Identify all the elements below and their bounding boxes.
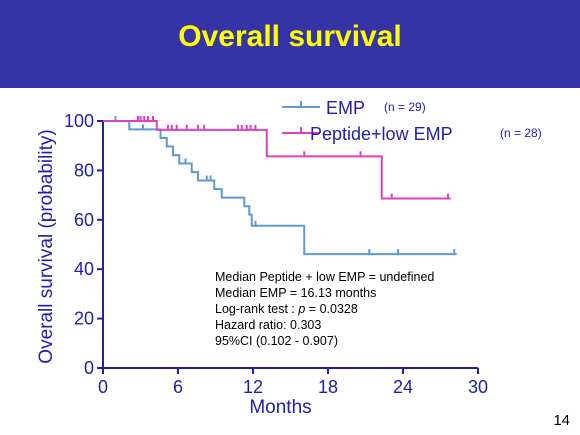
log-rank-prefix: Log-rank test : [215, 302, 299, 316]
median-emp-text: Median EMP = 16.13 months [215, 286, 377, 300]
legend-label: Peptide+low EMP [310, 124, 453, 144]
legend-n-label: (n = 28) [500, 126, 542, 140]
legend-item-2: Peptide+low EMP (n = 28) [282, 124, 542, 144]
y-tick-label: 60 [74, 210, 94, 230]
survival-curve [103, 120, 457, 256]
series-1 [103, 116, 457, 256]
y-axis-title: Overall survival (probability) [36, 129, 57, 363]
legend-n-label: (n = 29) [384, 100, 426, 114]
y-tick-label: 20 [74, 309, 94, 329]
legend-label: EMP [326, 98, 365, 118]
log-rank-text: Log-rank test : p = 0.0328 [215, 301, 434, 317]
survival-chart: 0 6 12 18 24 30 0 20 40 60 80 100 Months Overall surv… [36, 98, 542, 418]
p-symbol: p [298, 302, 306, 316]
median-peptide-text: Median Peptide + low EMP = undefined [215, 270, 435, 284]
x-tick-label: 6 [173, 377, 183, 397]
x-tick-label: 0 [98, 377, 108, 397]
slide-title: Overall survival [178, 20, 402, 53]
statistics-box: Median Peptide + low EMP = undefined Med… [215, 269, 434, 349]
series-2 [103, 116, 451, 200]
y-tick-label: 100 [64, 111, 94, 131]
page-number: 14 [553, 412, 570, 429]
title-banner [0, 0, 580, 88]
x-axis-title: Months [249, 397, 311, 418]
legend-item-1: EMP (n = 29) [282, 98, 426, 118]
y-tick-label: 80 [74, 160, 94, 180]
x-tick-label: 24 [393, 377, 413, 397]
survival-curve [103, 120, 451, 200]
y-tick-label: 0 [84, 358, 94, 378]
x-tick-label: 18 [318, 377, 338, 397]
hazard-ratio-text: Hazard ratio: 0.303 [215, 318, 322, 332]
confidence-interval-text: 95%CI (0.102 - 0.907) [215, 334, 338, 348]
y-tick-label: 40 [74, 259, 94, 279]
x-tick-label: 30 [468, 377, 488, 397]
x-tick-label: 12 [243, 377, 263, 397]
p-value: = 0.0328 [305, 302, 358, 316]
